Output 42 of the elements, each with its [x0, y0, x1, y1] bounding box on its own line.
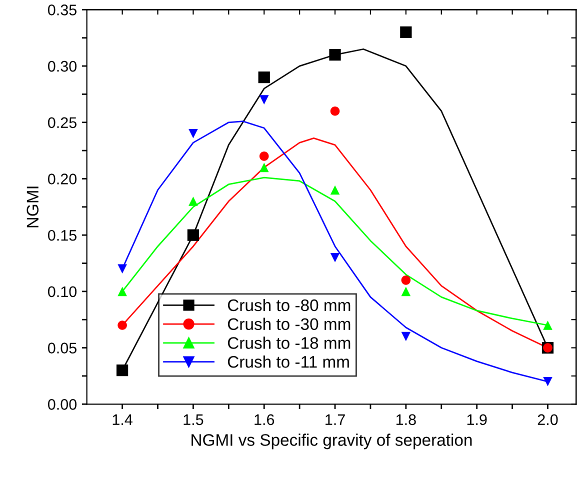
x-tick-label: 1.8 [396, 414, 416, 426]
y-tick-label: 0.25 [48, 117, 76, 128]
y-tick-label: 0.30 [48, 60, 77, 72]
point [330, 252, 340, 262]
point [188, 128, 198, 138]
y-tick-label: 0.15 [48, 230, 76, 241]
point [188, 196, 198, 206]
point [543, 376, 552, 386]
x-axis-title: NGMI vs Specific gravity of seperation [192, 434, 472, 450]
point [329, 48, 341, 61]
x-tick-label: 1.4 [112, 414, 132, 425]
y-tick-label: 0.10 [48, 286, 77, 298]
point [118, 264, 127, 274]
y-tick-label: 0.20 [48, 174, 77, 184]
legend-label: Crush to -30 mm [228, 318, 350, 330]
point [401, 332, 411, 342]
point [401, 286, 411, 296]
y-tick-label: 0.05 [48, 342, 76, 354]
legend-label: Crush to -80 mm [228, 298, 350, 312]
point [118, 320, 127, 330]
point [543, 320, 552, 330]
x-tick-label: 1.6 [254, 414, 274, 426]
y-tick-label: 0.35 [48, 4, 76, 16]
point [330, 106, 340, 116]
x-tick-label: 1.7 [326, 414, 345, 425]
x-tick-label: 1.5 [184, 414, 204, 426]
x-tick-label: 2.0 [538, 414, 558, 426]
point [259, 152, 269, 161]
point [330, 185, 340, 195]
legend-label: Crush to -18 mm [228, 336, 350, 349]
point [401, 276, 411, 285]
point [116, 364, 128, 376]
x-tick-label: 1.9 [467, 414, 487, 426]
point [400, 26, 412, 38]
point [259, 95, 269, 104]
point [258, 71, 270, 84]
point [118, 286, 127, 296]
legend-label: Crush to -11 mm [228, 356, 349, 368]
point [259, 162, 269, 172]
y-tick-label: 0.00 [48, 399, 77, 410]
point [187, 229, 200, 241]
y-axis-title: NGMI [26, 186, 39, 228]
